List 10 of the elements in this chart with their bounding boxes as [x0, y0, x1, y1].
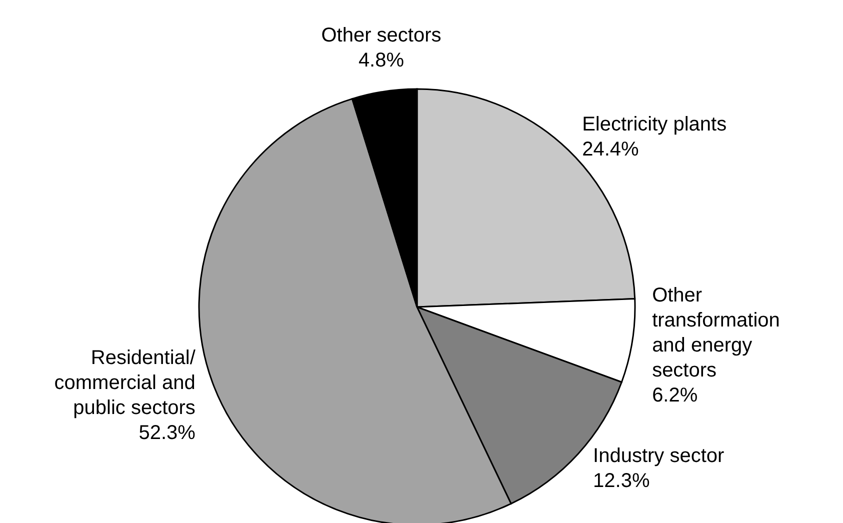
slice-label: Electricity plants: [582, 114, 727, 136]
slice-label: Industry sector: [593, 445, 725, 468]
data-label: 4.8%: [358, 50, 404, 72]
slice-label: Residential/ commercial and public sectors: [54, 346, 196, 419]
data-label: 52.3%: [138, 422, 196, 444]
data-label: 12.3%: [593, 470, 650, 492]
slice-label: Other sectors: [321, 24, 442, 47]
slice-label: Other transformation and energy sectors: [652, 284, 780, 382]
data-label: 24.4%: [582, 138, 640, 161]
data-label: 6.2%: [652, 384, 698, 407]
